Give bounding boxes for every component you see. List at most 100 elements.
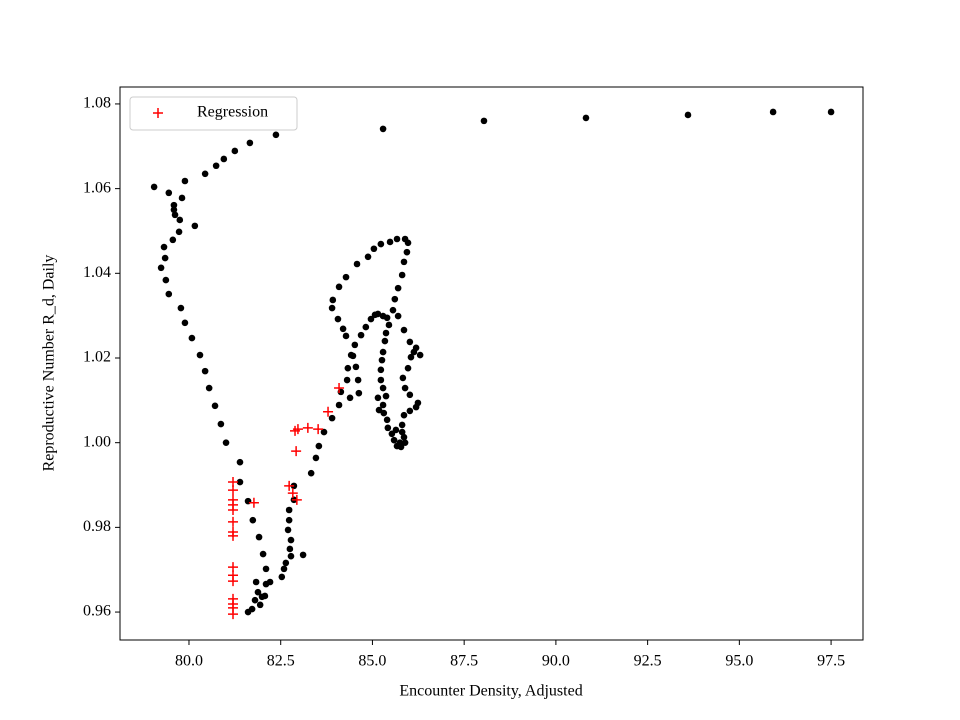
point bbox=[374, 394, 382, 402]
point bbox=[406, 407, 414, 415]
x-tick-label: 85.0 bbox=[358, 653, 386, 670]
point bbox=[403, 248, 411, 256]
plus-marker bbox=[228, 609, 239, 620]
point bbox=[266, 578, 274, 586]
point bbox=[396, 439, 404, 446]
point bbox=[328, 304, 336, 312]
y-tick-label: 1.08 bbox=[83, 95, 111, 112]
point bbox=[244, 608, 252, 616]
point bbox=[176, 216, 184, 224]
point bbox=[385, 321, 393, 329]
point bbox=[400, 411, 408, 419]
plot-frame bbox=[119, 86, 864, 641]
point bbox=[400, 326, 408, 334]
y-tick-label: 1.06 bbox=[83, 179, 111, 196]
point bbox=[339, 325, 347, 333]
point bbox=[404, 364, 412, 372]
point bbox=[161, 254, 169, 262]
point bbox=[254, 588, 262, 596]
point bbox=[684, 111, 692, 119]
point bbox=[280, 565, 288, 573]
point bbox=[378, 356, 386, 364]
point bbox=[329, 296, 337, 304]
plus-marker bbox=[228, 485, 239, 496]
point bbox=[188, 334, 196, 342]
point bbox=[827, 108, 835, 116]
point bbox=[259, 550, 267, 558]
point bbox=[201, 170, 209, 178]
point bbox=[278, 573, 286, 581]
point bbox=[351, 341, 359, 349]
point bbox=[162, 276, 170, 284]
point bbox=[212, 162, 220, 170]
plus-marker bbox=[313, 424, 324, 435]
point bbox=[381, 337, 389, 345]
plus-marker bbox=[323, 406, 334, 417]
point bbox=[379, 348, 387, 356]
plus-marker bbox=[302, 422, 313, 433]
point bbox=[407, 353, 415, 361]
point bbox=[380, 409, 388, 417]
point bbox=[384, 424, 392, 432]
point bbox=[398, 271, 406, 279]
plus-marker bbox=[228, 576, 239, 587]
y-tick-label: 1.04 bbox=[83, 264, 111, 281]
point bbox=[342, 332, 350, 340]
point bbox=[252, 578, 260, 586]
point bbox=[379, 401, 387, 409]
point bbox=[412, 344, 420, 352]
point bbox=[401, 235, 409, 243]
point bbox=[205, 384, 213, 392]
plus-marker bbox=[291, 494, 302, 505]
point bbox=[222, 439, 230, 446]
point bbox=[175, 228, 183, 236]
point bbox=[285, 516, 293, 524]
point bbox=[347, 351, 355, 359]
plus-marker bbox=[284, 480, 295, 491]
point bbox=[406, 338, 414, 346]
point bbox=[377, 376, 385, 384]
point bbox=[217, 420, 225, 428]
point bbox=[352, 363, 360, 371]
point bbox=[389, 306, 397, 314]
x-tick-label: 97.5 bbox=[817, 653, 845, 670]
x-tick-label: 80.0 bbox=[175, 653, 203, 670]
point bbox=[191, 222, 199, 230]
x-axis-label: Encounter Density, Adjusted bbox=[399, 683, 582, 700]
point bbox=[287, 536, 295, 544]
point bbox=[335, 283, 343, 291]
point bbox=[401, 439, 409, 446]
plus-marker bbox=[228, 505, 239, 516]
point bbox=[391, 295, 399, 303]
point bbox=[416, 351, 424, 359]
point bbox=[201, 367, 209, 375]
point bbox=[382, 329, 390, 337]
legend-label: Regression bbox=[197, 104, 268, 121]
x-tick-label: 95.0 bbox=[725, 653, 753, 670]
point bbox=[400, 258, 408, 266]
point bbox=[171, 211, 179, 219]
point bbox=[255, 533, 263, 541]
point bbox=[282, 559, 290, 567]
point bbox=[287, 552, 295, 560]
x-tick-label: 90.0 bbox=[542, 653, 570, 670]
plus-marker bbox=[248, 497, 259, 508]
point bbox=[377, 366, 385, 374]
point bbox=[299, 551, 307, 559]
point bbox=[367, 315, 375, 323]
plus-marker bbox=[228, 516, 239, 527]
point bbox=[399, 374, 407, 382]
plus-marker bbox=[291, 446, 302, 457]
point bbox=[355, 389, 363, 397]
plus-marker bbox=[292, 424, 303, 435]
point bbox=[286, 545, 294, 553]
point bbox=[251, 596, 259, 604]
point bbox=[307, 469, 315, 477]
point bbox=[353, 260, 361, 268]
point bbox=[379, 125, 387, 133]
point bbox=[284, 526, 292, 534]
y-tick-label: 0.96 bbox=[83, 603, 111, 620]
point bbox=[231, 147, 239, 155]
point bbox=[246, 139, 254, 147]
